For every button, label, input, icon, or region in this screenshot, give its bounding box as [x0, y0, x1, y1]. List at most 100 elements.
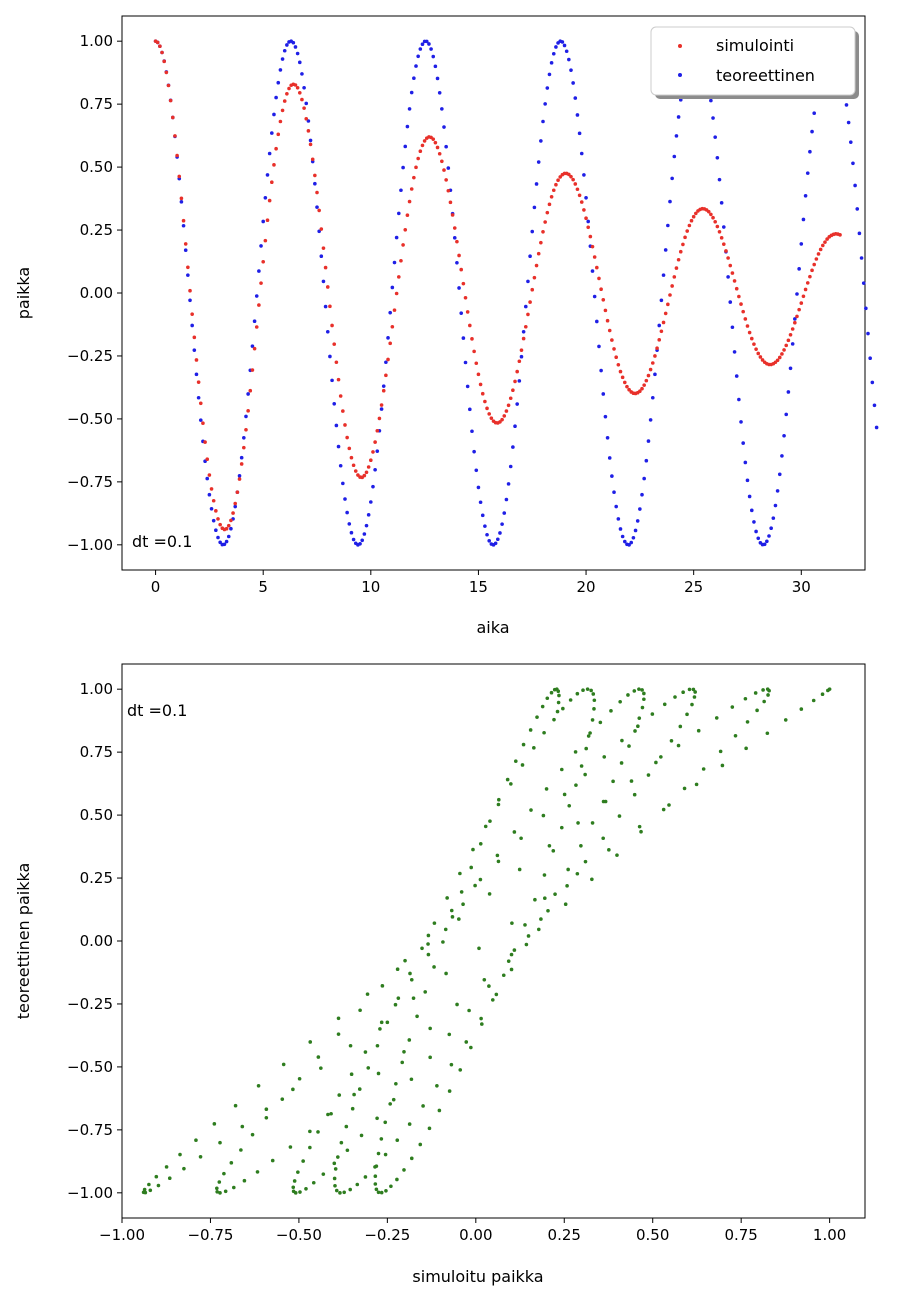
- point-teoreettinen: [612, 490, 616, 494]
- point-teoreettinen: [848, 140, 853, 144]
- point-sim-vs-theo: [642, 697, 646, 702]
- point-sim-vs-theo: [761, 688, 765, 692]
- point-teoreettinen: [302, 85, 306, 90]
- point-teoreettinen: [790, 342, 795, 346]
- point-teoreettinen: [373, 467, 377, 472]
- point-simulointi: [539, 240, 543, 245]
- point-teoreettinen: [272, 112, 276, 117]
- point-simulointi: [556, 178, 560, 182]
- point-sim-vs-theo: [783, 718, 788, 722]
- point-teoreettinen: [536, 160, 541, 164]
- point-simulointi: [470, 337, 474, 341]
- point-teoreettinen: [468, 407, 472, 412]
- y-tick-label: −1.00: [67, 1184, 113, 1202]
- point-teoreettinen: [282, 48, 287, 53]
- point-teoreettinen: [313, 181, 317, 186]
- point-teoreettinen: [465, 384, 470, 389]
- point-teoreettinen: [207, 492, 212, 497]
- x-axis-ticks: −1.00 −0.75 −0.50 −0.25 0.00 0.25 0.50 0.75 1.00: [99, 1218, 846, 1244]
- point-sim-vs-theo: [521, 742, 526, 747]
- point-simulointi: [592, 255, 597, 259]
- point-sim-vs-theo: [432, 965, 436, 969]
- point-simulointi: [659, 329, 664, 334]
- point-sim-vs-theo: [385, 1020, 390, 1025]
- point-simulointi: [237, 477, 242, 481]
- point-sim-vs-theo: [556, 689, 561, 693]
- point-simulointi: [743, 317, 748, 321]
- point-teoreettinen: [618, 527, 623, 531]
- point-sim-vs-theo: [627, 744, 631, 748]
- point-simulointi: [674, 266, 679, 270]
- point-simulointi: [274, 146, 278, 151]
- point-teoreettinen: [734, 374, 739, 378]
- point-teoreettinen: [788, 366, 793, 371]
- point-sim-vs-theo: [316, 1055, 321, 1059]
- data-points: [141, 687, 832, 1195]
- point-sim-vs-theo: [357, 1087, 362, 1091]
- point-teoreettinen: [229, 526, 233, 531]
- point-sim-vs-theo: [447, 1032, 452, 1037]
- point-sim-vs-theo: [478, 877, 483, 882]
- point-teoreettinen: [526, 279, 530, 284]
- point-teoreettinen: [437, 91, 442, 95]
- point-sim-vs-theo: [418, 1142, 423, 1147]
- point-sim-vs-theo: [714, 716, 719, 720]
- point-simulointi: [838, 233, 842, 237]
- point-simulointi: [183, 242, 188, 246]
- point-sim-vs-theo: [379, 1020, 384, 1025]
- point-sim-vs-theo: [687, 687, 692, 692]
- point-teoreettinen: [472, 449, 476, 454]
- point-sim-vs-theo: [332, 1176, 337, 1181]
- point-simulointi: [803, 287, 808, 292]
- point-simulointi: [373, 440, 377, 444]
- point-sim-vs-theo: [718, 749, 723, 754]
- point-teoreettinen: [674, 134, 679, 138]
- point-sim-vs-theo: [510, 921, 514, 925]
- point-sim-vs-theo: [415, 1014, 419, 1019]
- point-simulointi: [504, 409, 509, 413]
- point-teoreettinen: [186, 273, 190, 277]
- point-teoreettinen: [732, 350, 737, 354]
- point-teoreettinen: [648, 418, 653, 422]
- point-sim-vs-theo: [561, 706, 565, 711]
- point-sim-vs-theo: [409, 1156, 414, 1161]
- point-sim-vs-theo: [388, 1102, 392, 1106]
- point-simulointi: [164, 70, 169, 75]
- point-simulointi: [605, 318, 610, 323]
- point-simulointi: [242, 445, 246, 450]
- point-sim-vs-theo: [223, 1189, 228, 1194]
- point-sim-vs-theo: [167, 1176, 172, 1181]
- point-sim-vs-theo: [383, 1120, 388, 1125]
- point-teoreettinen: [196, 395, 201, 400]
- point-sim-vs-theo: [607, 848, 611, 852]
- point-simulointi: [226, 523, 231, 528]
- point-sim-vs-theo: [374, 1187, 379, 1192]
- point-teoreettinen: [347, 522, 352, 526]
- point-teoreettinen: [745, 478, 750, 483]
- point-simulointi: [655, 346, 659, 350]
- point-sim-vs-theo: [443, 927, 448, 932]
- x-tick-label: 0.75: [724, 1226, 757, 1244]
- point-sim-vs-theo: [402, 1168, 406, 1172]
- point-sim-vs-theo: [250, 1132, 255, 1137]
- point-teoreettinen: [676, 115, 681, 119]
- point-sim-vs-theo: [239, 1148, 243, 1152]
- point-teoreettinen: [493, 541, 498, 546]
- point-simulointi: [590, 244, 595, 249]
- point-sim-vs-theo: [375, 1043, 380, 1048]
- point-sim-vs-theo: [212, 1122, 217, 1126]
- x-tick-label: 15: [469, 578, 488, 596]
- point-teoreettinen: [786, 390, 791, 394]
- point-simulointi: [248, 388, 253, 393]
- point-simulointi: [321, 246, 326, 250]
- point-simulointi: [648, 367, 653, 372]
- point-teoreettinen: [297, 60, 302, 65]
- point-simulointi: [384, 373, 388, 378]
- point-sim-vs-theo: [427, 1126, 432, 1131]
- point-simulointi: [442, 168, 446, 172]
- point-teoreettinen: [857, 231, 862, 236]
- y-tick-label: −0.25: [67, 347, 113, 365]
- point-simulointi: [515, 369, 519, 374]
- point-sim-vs-theo: [533, 897, 537, 902]
- point-sim-vs-theo: [217, 1180, 222, 1184]
